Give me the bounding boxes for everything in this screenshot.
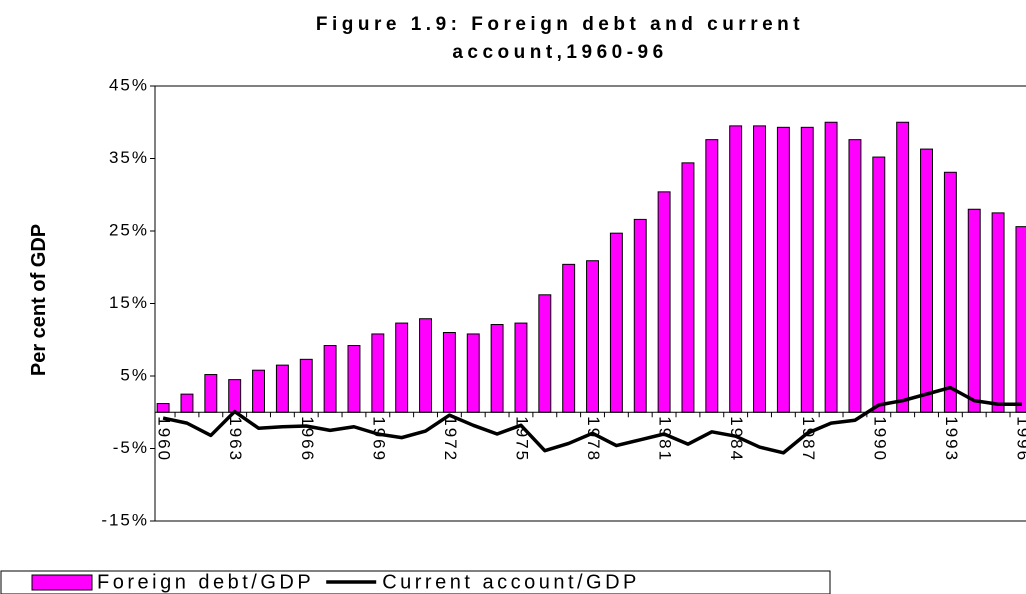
bar — [824, 121, 838, 413]
legend-label: Current account/GDP — [382, 571, 640, 593]
x-tick-label: 1987 — [799, 416, 818, 462]
y-tick-label: 25% — [109, 220, 149, 239]
bar — [1015, 226, 1026, 413]
bar — [156, 403, 170, 413]
x-tick-label: 1969 — [369, 416, 388, 462]
x-tick-label: 1993 — [942, 416, 961, 462]
bar — [991, 212, 1005, 413]
y-tick-label: 35% — [109, 148, 149, 167]
bar — [347, 345, 361, 413]
x-tick-label: 1996 — [1013, 416, 1026, 462]
bar — [920, 148, 933, 413]
bar — [896, 121, 910, 413]
legend-label: Foreign debt/GDP — [97, 571, 314, 593]
bar — [943, 171, 957, 413]
bar — [323, 345, 337, 413]
x-tick-label: 1972 — [441, 416, 460, 462]
bar — [705, 139, 719, 413]
bar — [753, 125, 766, 413]
x-tick-label: 1975 — [512, 416, 531, 462]
bar — [204, 374, 218, 413]
bar — [967, 208, 981, 413]
bar — [299, 358, 313, 413]
y-tick-label: 5% — [120, 365, 149, 384]
bar — [872, 156, 886, 413]
bar — [562, 263, 576, 413]
line — [162, 385, 1022, 455]
bar — [848, 139, 862, 413]
bar — [633, 218, 647, 413]
bar — [419, 318, 432, 413]
bar — [514, 322, 528, 413]
x-tick-label: 1963 — [226, 416, 245, 462]
bar — [609, 232, 623, 413]
chart-title: Figure 1.9: Foreign debt and current — [316, 14, 804, 35]
bar — [681, 162, 695, 413]
bar — [490, 324, 504, 413]
bar — [466, 333, 480, 413]
bar — [275, 364, 289, 413]
bar — [371, 333, 385, 413]
x-tick-label: 1984 — [727, 416, 746, 462]
bar — [538, 294, 552, 413]
bar — [395, 322, 409, 413]
bar — [252, 369, 266, 413]
legend-box — [0, 570, 831, 594]
x-tick-label: 1978 — [584, 416, 603, 462]
x-tick-label: 1966 — [298, 416, 317, 462]
y-tick-label: -5% — [113, 438, 149, 457]
bar — [729, 125, 743, 413]
chart-title: account,1960-96 — [452, 42, 667, 63]
bar — [180, 393, 194, 413]
y-tick-label: 45% — [109, 75, 149, 94]
bar — [800, 126, 814, 413]
legend-swatch — [31, 574, 93, 591]
y-axis-label: Per cent of GDP — [28, 224, 50, 376]
x-tick-label: 1981 — [656, 416, 675, 462]
bar — [228, 379, 242, 413]
y-tick-label: -15% — [101, 510, 149, 529]
x-tick-label: 1960 — [155, 416, 174, 462]
y-tick-label: 15% — [109, 293, 149, 312]
bar — [657, 191, 671, 413]
bar — [776, 126, 790, 413]
bar — [586, 260, 599, 413]
bar — [442, 332, 456, 413]
x-tick-label: 1990 — [870, 416, 889, 462]
